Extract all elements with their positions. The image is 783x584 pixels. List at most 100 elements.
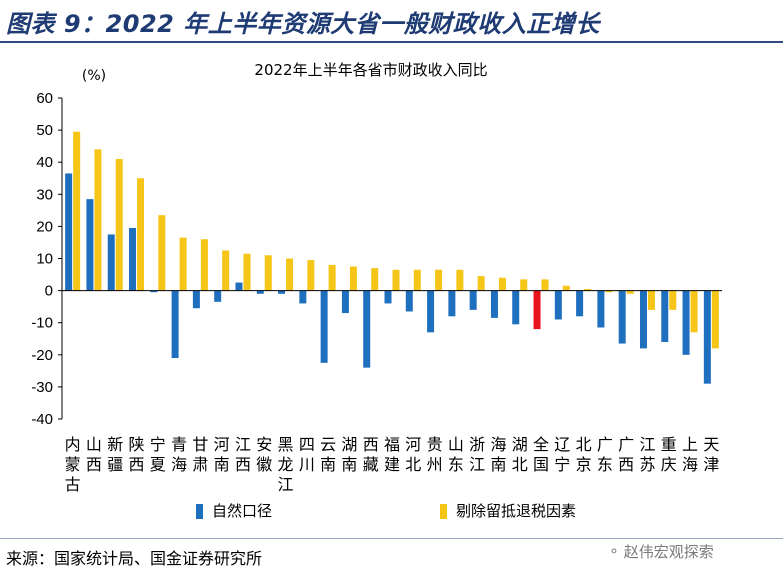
x-tick-label: 湖北 <box>512 435 528 474</box>
bar-natural-15 <box>384 290 392 304</box>
bar-natural-20 <box>490 290 498 318</box>
y-axis-unit-label: (%) <box>82 68 106 84</box>
bar-natural-9 <box>256 290 264 294</box>
bar-natural-19 <box>469 290 477 310</box>
x-tick-label: 天津 <box>703 435 719 474</box>
chart-title: 2022年上半年各省市财政收入同比 <box>254 61 487 79</box>
bar-adjusted-15 <box>392 269 400 291</box>
x-tick-label: 贵州 <box>427 435 443 474</box>
bar-natural-0 <box>65 173 73 291</box>
bar-natural-7 <box>214 290 222 302</box>
bar-natural-23 <box>554 290 562 320</box>
wechat-icon: ⚬ <box>608 543 620 560</box>
bar-adjusted-16 <box>413 269 421 291</box>
bar-adjusted-13 <box>349 266 357 291</box>
bar-natural-2 <box>107 234 115 291</box>
bars-layer <box>65 131 719 384</box>
legend-swatch-0 <box>196 504 203 519</box>
x-tick-label: 内蒙古 <box>65 435 81 494</box>
bar-natural-30 <box>703 290 711 384</box>
x-tick-label: 青海 <box>171 435 187 474</box>
x-tick-label: 浙江 <box>469 435 485 474</box>
x-tick-label: 广西 <box>618 435 634 474</box>
bar-adjusted-9 <box>264 255 272 291</box>
x-tick-label: 河北 <box>405 435 421 474</box>
x-tick-label: 上海 <box>682 435 698 474</box>
watermark-text: 赵伟宏观探索 <box>623 543 714 561</box>
bar-adjusted-1 <box>94 149 102 291</box>
bar-natural-4 <box>150 290 158 293</box>
x-tick-label: 黑龙江 <box>278 435 294 494</box>
bar-natural-17 <box>427 290 435 333</box>
bar-natural-14 <box>363 290 371 368</box>
x-tick-label: 北京 <box>576 435 592 474</box>
bar-adjusted-10 <box>286 258 294 291</box>
title-rule <box>0 41 783 43</box>
bar-natural-1 <box>86 199 94 291</box>
bar-adjusted-27 <box>647 290 655 310</box>
bar-natural-22 <box>533 290 541 330</box>
x-tick-label: 福建 <box>384 435 400 474</box>
footer-rule <box>0 538 783 539</box>
y-tick-label: 50 <box>36 122 53 139</box>
figure-title: 图表 9：2022 年上半年资源大省一般财政收入正增长 <box>6 10 600 38</box>
x-tick-label: 新疆 <box>107 435 123 474</box>
x-tick-label: 安徽 <box>256 435 272 474</box>
bar-adjusted-6 <box>200 239 208 291</box>
legend: 自然口径 剔除留抵退税因素 <box>196 502 576 520</box>
bar-natural-25 <box>597 290 605 328</box>
y-tick-label: 20 <box>36 218 53 235</box>
watermark: ⚬ 赵伟宏观探索 <box>608 541 714 562</box>
bar-natural-12 <box>320 290 328 363</box>
bar-natural-29 <box>682 290 690 355</box>
bar-adjusted-18 <box>456 269 464 291</box>
y-tick-label: 10 <box>36 251 53 268</box>
bar-adjusted-17 <box>435 269 443 291</box>
x-tick-label: 陕西 <box>129 435 145 474</box>
x-tick-label: 湖南 <box>341 435 357 474</box>
bar-adjusted-30 <box>711 290 719 349</box>
bar-natural-16 <box>405 290 413 312</box>
bar-adjusted-22 <box>541 279 549 291</box>
bar-adjusted-7 <box>222 250 230 291</box>
bar-natural-11 <box>299 290 307 304</box>
y-tick-label: 30 <box>36 186 53 203</box>
legend-swatch-1 <box>440 504 447 519</box>
x-tick-label: 宁夏 <box>150 435 166 474</box>
bar-adjusted-20 <box>498 277 506 291</box>
bar-adjusted-12 <box>328 264 336 291</box>
x-tick-label: 江苏 <box>639 435 655 474</box>
bar-adjusted-3 <box>137 178 145 291</box>
bar-adjusted-26 <box>626 290 634 294</box>
x-axis: 内蒙古山西新疆陕西宁夏青海甘肃河南江西安徽黑龙江四川云南湖南西藏福建河北贵州山东… <box>62 290 722 494</box>
bar-natural-8 <box>235 282 243 291</box>
x-tick-label: 山东 <box>448 435 464 474</box>
y-tick-label: -30 <box>31 379 53 396</box>
bar-adjusted-5 <box>179 237 187 291</box>
bar-chart: 2022年上半年各省市财政收入同比 (%) 60 50 40 30 20 10 0 -10 -2… <box>31 61 722 520</box>
bar-adjusted-19 <box>477 276 485 291</box>
bar-natural-5 <box>171 290 179 359</box>
bar-natural-6 <box>192 290 200 309</box>
bar-natural-26 <box>618 290 626 344</box>
bar-adjusted-2 <box>115 158 123 291</box>
bar-natural-27 <box>639 290 647 349</box>
y-tick-label: -10 <box>31 315 53 332</box>
y-tick-label: -20 <box>31 347 53 364</box>
bar-adjusted-0 <box>73 131 81 291</box>
bar-adjusted-11 <box>307 260 315 291</box>
x-tick-label: 江西 <box>235 435 251 474</box>
bar-adjusted-24 <box>584 289 592 291</box>
bar-adjusted-28 <box>669 290 677 310</box>
x-tick-label: 四川 <box>299 435 315 474</box>
x-tick-label: 西藏 <box>363 435 379 474</box>
x-tick-label: 全国 <box>533 435 549 474</box>
y-tick-label: 40 <box>36 154 53 171</box>
x-tick-label: 重庆 <box>661 435 677 474</box>
bar-natural-28 <box>661 290 669 342</box>
bar-adjusted-4 <box>158 215 166 291</box>
y-axis: 60 50 40 30 20 10 0 -10 -20 -30 -40 <box>31 90 63 428</box>
bar-adjusted-14 <box>371 268 379 291</box>
bar-natural-3 <box>129 228 137 291</box>
bar-natural-10 <box>278 290 286 294</box>
